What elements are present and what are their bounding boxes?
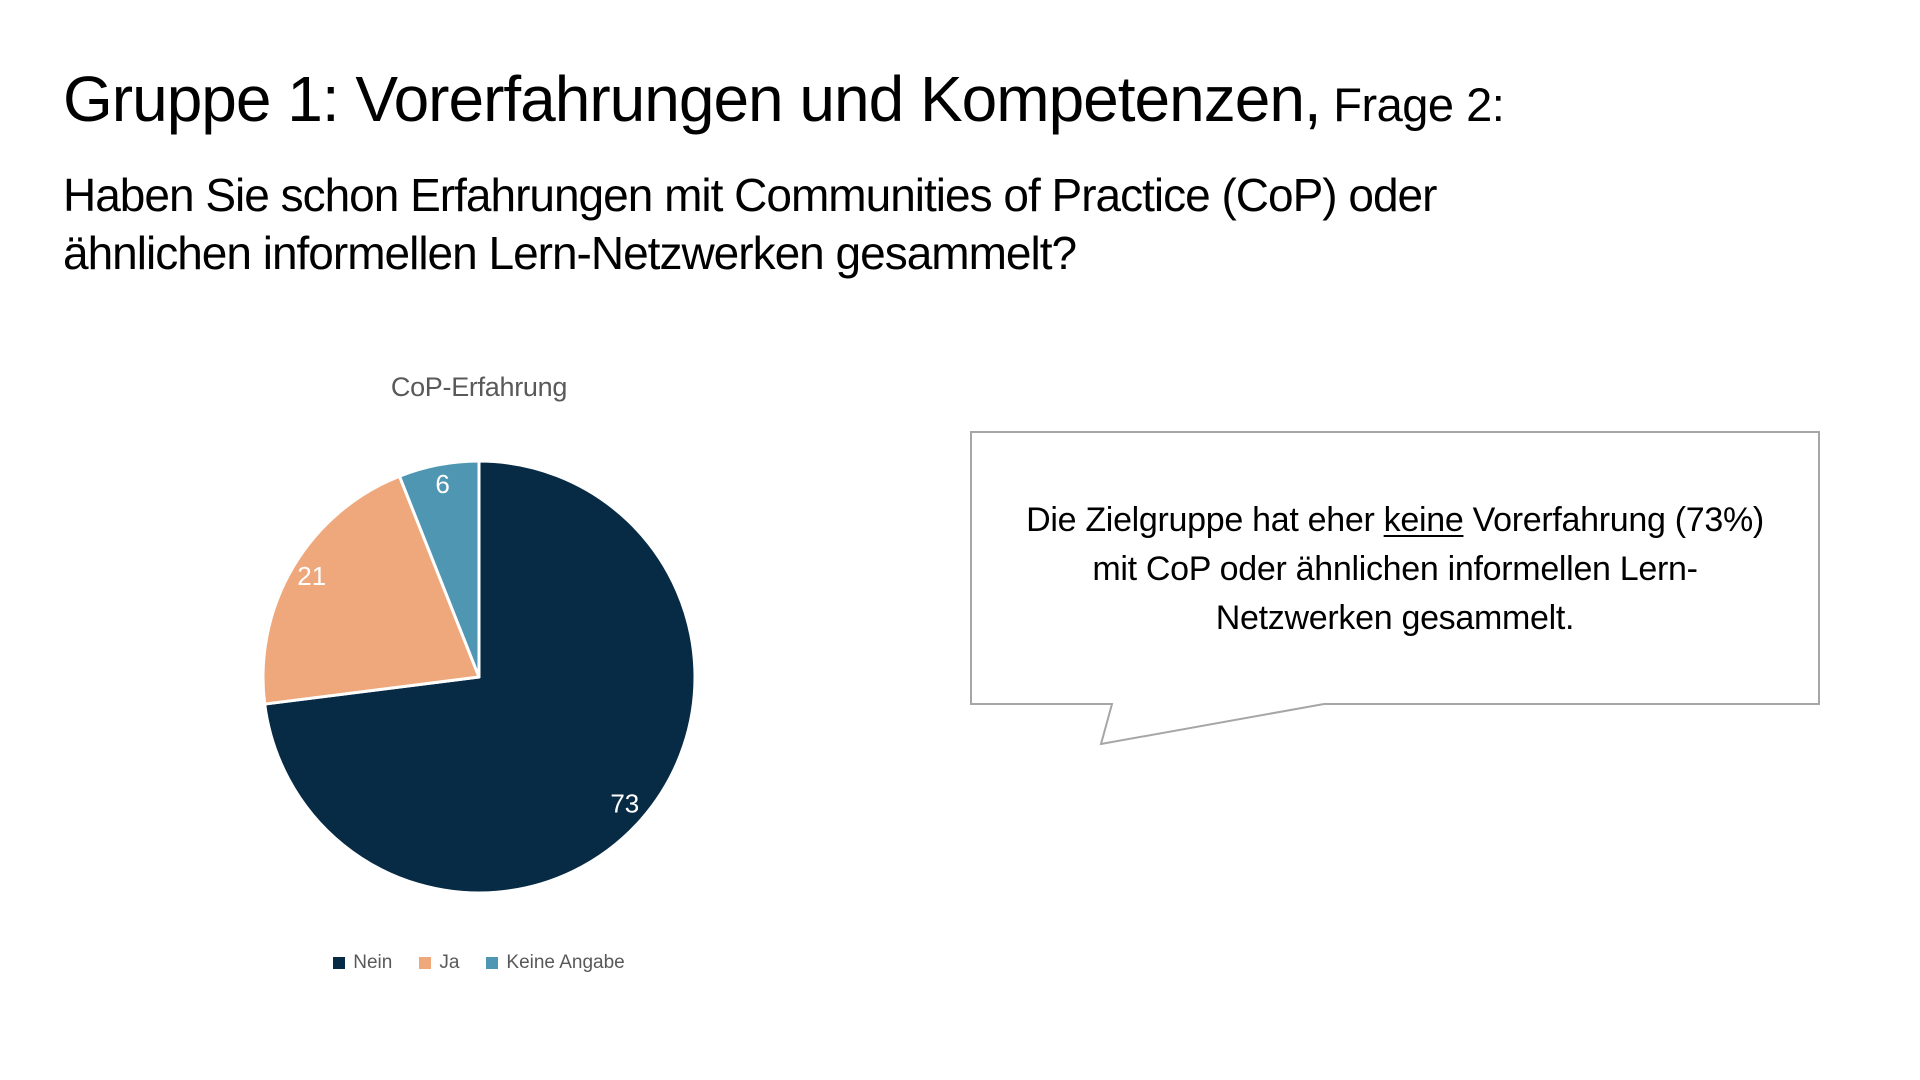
slide-title: Gruppe 1: Vorerfahrungen und Kompetenzen…: [63, 60, 1505, 144]
chart-legend: Nein Ja Keine Angabe: [239, 952, 719, 974]
legend-swatch-icon: [419, 957, 432, 969]
pie-slice-keine-angabe: [397, 459, 481, 679]
legend-label: Keine Angabe: [506, 952, 625, 973]
legend-item-keine-angabe: Keine Angabe: [486, 952, 625, 974]
callout-text: Die Zielgruppe hat eher keine Vorerfahru…: [971, 432, 1819, 704]
legend-label: Ja: [439, 952, 460, 973]
callout-line-1: Die Zielgruppe hat eher keine Vorerfahru…: [983, 496, 1807, 545]
legend-swatch-icon: [333, 957, 346, 969]
chart-title: CoP-Erfahrung: [390, 372, 568, 402]
slide-question: Haben Sie schon Erfahrungen mit Communit…: [63, 166, 1437, 282]
pie-slice-ja: [261, 474, 481, 706]
pie-data-label-ja: 21: [297, 561, 326, 591]
slide-question-line-1: Haben Sie schon Erfahrungen mit Communit…: [63, 169, 1437, 221]
slide-title-suffix: Frage 2:: [1320, 78, 1505, 131]
legend-label: Nein: [353, 952, 393, 973]
callout-line-1-pre: Die Zielgruppe hat eher: [1026, 501, 1384, 539]
slide-title-main: Gruppe 1: Vorerfahrungen und Kompetenzen…: [63, 63, 1322, 135]
legend-item-ja: Ja: [419, 952, 459, 974]
callout-line-3: Netzwerken gesammelt.: [1215, 599, 1575, 637]
pie-data-label-nein: 73: [610, 788, 639, 818]
pie-chart: 73 21 6: [261, 459, 697, 895]
slide-question-line-2: ähnlichen informellen Lern-Netzwerken ge…: [63, 227, 1077, 279]
callout-line-2: mit CoP oder ähnlichen informellen Lern-: [1092, 550, 1698, 588]
legend-swatch-icon: [486, 957, 499, 969]
pie-data-label-keine-angabe: 6: [435, 469, 449, 499]
callout-line-1-underlined: keine: [1383, 501, 1464, 539]
legend-item-nein: Nein: [333, 952, 392, 974]
callout-line-1-post: Vorerfahrung (73%): [1463, 501, 1765, 539]
